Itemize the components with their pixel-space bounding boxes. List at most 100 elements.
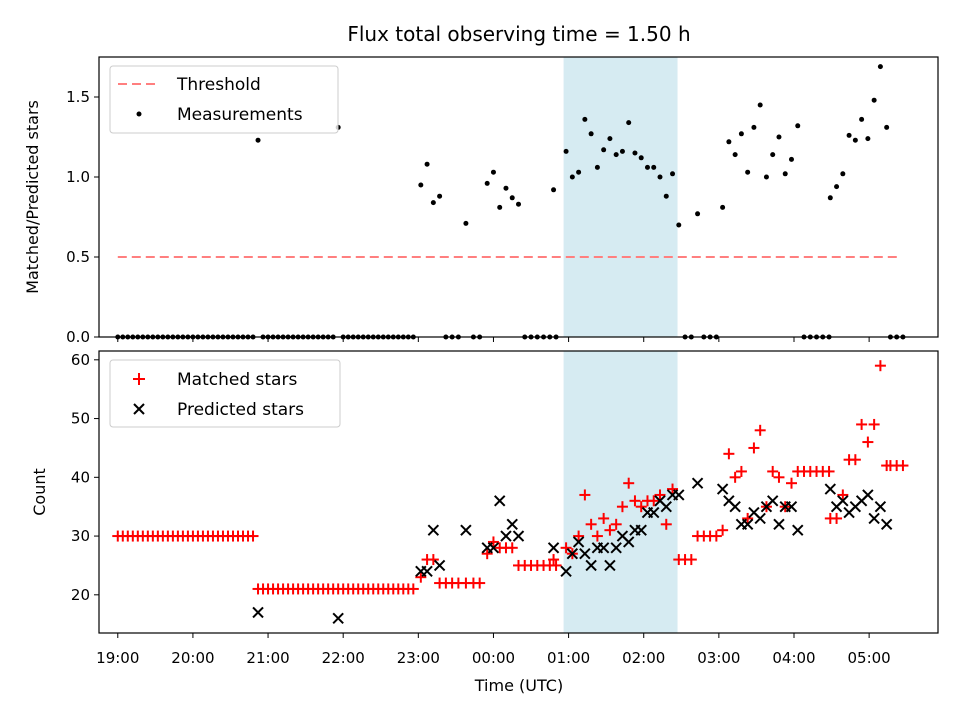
xtick-label: 00:00 (472, 649, 515, 667)
matched-star-point (785, 477, 797, 489)
matched-star-point (610, 518, 622, 530)
measurement-point (877, 64, 883, 70)
measurement-point (619, 148, 625, 154)
measurement-point (738, 131, 744, 137)
measurement-point (638, 155, 644, 161)
x-axis-label: Time (UTC) (474, 676, 563, 695)
measurement-point (788, 156, 794, 162)
matched-star-point (862, 436, 874, 448)
measurement-point (582, 116, 588, 122)
bottom-ytick-label: 20 (71, 586, 90, 604)
predicted-star-point (427, 524, 440, 536)
matched-star-point (729, 471, 741, 483)
measurement-point (651, 164, 657, 170)
legend-measurements-label: Measurements (177, 105, 303, 125)
matched-star-point (487, 536, 499, 548)
measurement-point (846, 132, 852, 138)
measurement-point (437, 193, 443, 199)
matched-star-point (717, 524, 729, 536)
legend-matched-swatch (133, 373, 145, 385)
matched-star-point (685, 554, 697, 566)
matched-star-point (667, 483, 679, 495)
measurement-point (632, 150, 638, 156)
predicted-star-point (660, 500, 672, 513)
matched-star-point (856, 418, 868, 430)
measurement-point (865, 136, 871, 142)
matched-star-point (660, 518, 672, 530)
measurement-point (430, 200, 436, 206)
bottom-ytick-label: 30 (71, 527, 90, 545)
predicted-star-point (585, 559, 597, 572)
top-chart-title: Flux total observing time = 1.50 h (347, 22, 690, 46)
legend-matched-label: Matched stars (177, 370, 297, 390)
measurement-point (834, 184, 840, 190)
top-highlight-span (563, 57, 678, 337)
measurement-point (644, 164, 650, 170)
matched-star-point (560, 542, 572, 554)
matched-star-point (550, 559, 562, 571)
predicted-star-point (716, 483, 729, 495)
predicted-star-point (433, 559, 446, 572)
predicted-star-point (252, 606, 264, 619)
top-y-axis-label: Matched/Predicted stars (23, 100, 42, 294)
measurement-point (751, 124, 757, 130)
top-ytick-label: 1.0 (66, 168, 90, 186)
xtick-label: 23:00 (397, 649, 440, 667)
measurement-point (827, 195, 833, 201)
measurement-point (795, 123, 801, 129)
top-ytick-label: 0.5 (66, 248, 90, 266)
predicted-star-point (773, 518, 785, 531)
measurement-point (569, 174, 575, 180)
bottom-legend-box (109, 359, 341, 428)
xtick-label: 02:00 (622, 649, 665, 667)
matched-star-point (648, 495, 660, 507)
measurement-point (497, 204, 503, 210)
measurement-point (463, 220, 469, 226)
bottom-ytick-label: 60 (71, 351, 90, 369)
predicted-star-point (754, 512, 766, 525)
measurement-point (509, 195, 515, 201)
bottom-ytick-label: 40 (71, 468, 90, 486)
predicted-star-point (837, 495, 849, 507)
measurement-point (424, 161, 430, 167)
predicted-star-point (566, 547, 579, 560)
matched-star-point (415, 571, 427, 583)
legend-predicted-swatch (133, 403, 145, 415)
measurement-point (676, 222, 682, 228)
xtick-label: 05:00 (848, 649, 891, 667)
predicted-star-point (868, 512, 880, 525)
matched-star-point (767, 465, 779, 477)
bottom-y-ticks: 20 30 40 50 60 (71, 351, 99, 604)
predicted-star-point (880, 518, 893, 531)
measurement-point (770, 152, 776, 158)
matched-star-point (849, 454, 861, 466)
predicted-star-point (560, 565, 572, 578)
matched-star-point (897, 460, 909, 472)
measurement-point (613, 152, 619, 158)
predicted-star-point (460, 524, 472, 536)
predicted-star-point (500, 530, 512, 542)
measurement-point (695, 211, 701, 217)
legend-threshold-label: Threshold (176, 75, 261, 95)
matched-star-point (773, 471, 785, 483)
matched-star-point (623, 477, 635, 489)
predicted-star-point (785, 500, 798, 513)
measurement-point (782, 171, 788, 177)
bottom-legend: Matched stars Predicted stars (109, 359, 341, 428)
matched-star-point (742, 512, 754, 524)
bottom-panel: 20 30 40 50 60 19:00 20:00 21:00 22:00 23:00 00:0… (30, 350, 939, 695)
matched-star-point (598, 512, 610, 524)
matched-star-point (579, 489, 591, 501)
xtick-label: 01:00 (547, 649, 590, 667)
xtick-label: 03:00 (697, 649, 740, 667)
top-legend: Threshold Measurements (109, 65, 339, 134)
measurement-points (115, 64, 906, 340)
predicted-star-point (572, 536, 585, 548)
matched-star-point (573, 530, 585, 542)
measurement-point (859, 116, 865, 122)
predicted-star-point (729, 500, 741, 513)
measurement-point (852, 137, 858, 143)
predicted-star-point (332, 612, 344, 625)
matched-star-point (585, 518, 597, 530)
predicted-star-point (622, 536, 635, 548)
